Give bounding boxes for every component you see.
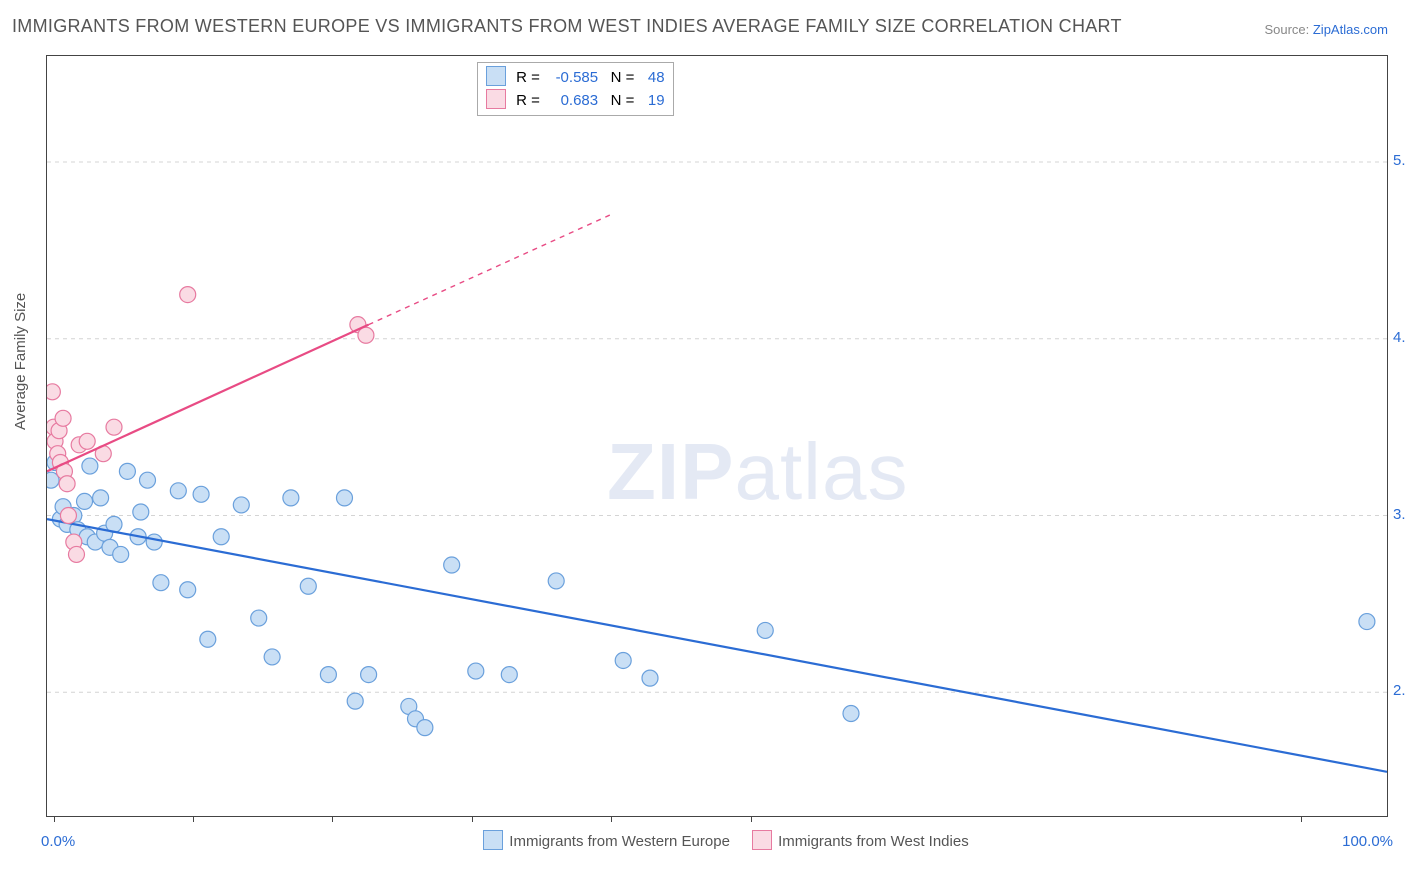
point-western_europe	[347, 693, 363, 709]
swatch-western-europe	[486, 66, 506, 86]
source-attribution: Source: ZipAtlas.com	[1264, 22, 1388, 37]
x-tick	[332, 816, 333, 822]
point-western_europe	[170, 483, 186, 499]
y-tick-label: 4.00	[1393, 329, 1406, 346]
x-tick	[1301, 816, 1302, 822]
point-west_indies	[68, 546, 84, 562]
point-western_europe	[113, 546, 129, 562]
point-western_europe	[264, 649, 280, 665]
trendline-western_europe	[47, 519, 1387, 772]
swatch-west-indies	[486, 89, 506, 109]
point-western_europe	[361, 667, 377, 683]
stats-box: R = -0.585 N = 48 R = 0.683 N = 19	[477, 62, 674, 116]
point-west_indies	[106, 419, 122, 435]
stats-row-west-indies: R = 0.683 N = 19	[486, 89, 665, 112]
point-western_europe	[146, 534, 162, 550]
point-western_europe	[213, 529, 229, 545]
point-western_europe	[843, 705, 859, 721]
point-west_indies	[79, 433, 95, 449]
y-axis-label: Average Family Size	[12, 293, 29, 430]
point-western_europe	[417, 720, 433, 736]
point-western_europe	[133, 504, 149, 520]
point-western_europe	[193, 486, 209, 502]
x-tick	[472, 816, 473, 822]
point-west_indies	[358, 327, 374, 343]
legend-swatch-west-indies	[752, 830, 772, 850]
x-tick	[611, 816, 612, 822]
point-western_europe	[468, 663, 484, 679]
point-western_europe	[233, 497, 249, 513]
legend: Immigrants from Western Europe Immigrant…	[47, 830, 1387, 850]
legend-label-west-indies: Immigrants from West Indies	[778, 833, 969, 850]
point-western_europe	[153, 575, 169, 591]
point-western_europe	[200, 631, 216, 647]
source-link[interactable]: ZipAtlas.com	[1313, 22, 1388, 37]
source-prefix: Source:	[1264, 22, 1312, 37]
plot-svg	[47, 56, 1387, 816]
point-western_europe	[283, 490, 299, 506]
y-tick-label: 5.00	[1393, 152, 1406, 169]
point-western_europe	[615, 652, 631, 668]
chart-title: IMMIGRANTS FROM WESTERN EUROPE VS IMMIGR…	[12, 16, 1122, 37]
point-western_europe	[336, 490, 352, 506]
legend-label-western-europe: Immigrants from Western Europe	[509, 833, 730, 850]
point-western_europe	[300, 578, 316, 594]
point-western_europe	[1359, 614, 1375, 630]
point-west_indies	[60, 508, 76, 524]
chart-area: ZIPatlas R = -0.585 N = 48 R = 0.683 N =…	[46, 55, 1388, 817]
y-tick-label: 3.00	[1393, 506, 1406, 523]
point-western_europe	[77, 493, 93, 509]
legend-swatch-western-europe	[483, 830, 503, 850]
x-tick	[751, 816, 752, 822]
point-western_europe	[82, 458, 98, 474]
point-western_europe	[548, 573, 564, 589]
point-west_indies	[47, 384, 60, 400]
x-tick	[54, 816, 55, 822]
point-western_europe	[251, 610, 267, 626]
point-west_indies	[180, 287, 196, 303]
point-western_europe	[320, 667, 336, 683]
point-western_europe	[180, 582, 196, 598]
point-western_europe	[140, 472, 156, 488]
point-western_europe	[642, 670, 658, 686]
point-western_europe	[757, 622, 773, 638]
point-western_europe	[444, 557, 460, 573]
stats-row-western-europe: R = -0.585 N = 48	[486, 66, 665, 89]
trendline-dash-west_indies	[369, 215, 610, 325]
trendline-west_indies	[47, 325, 369, 472]
point-west_indies	[59, 476, 75, 492]
point-western_europe	[119, 463, 135, 479]
x-tick	[193, 816, 194, 822]
y-tick-label: 2.00	[1393, 682, 1406, 699]
point-western_europe	[93, 490, 109, 506]
point-western_europe	[501, 667, 517, 683]
point-west_indies	[55, 410, 71, 426]
